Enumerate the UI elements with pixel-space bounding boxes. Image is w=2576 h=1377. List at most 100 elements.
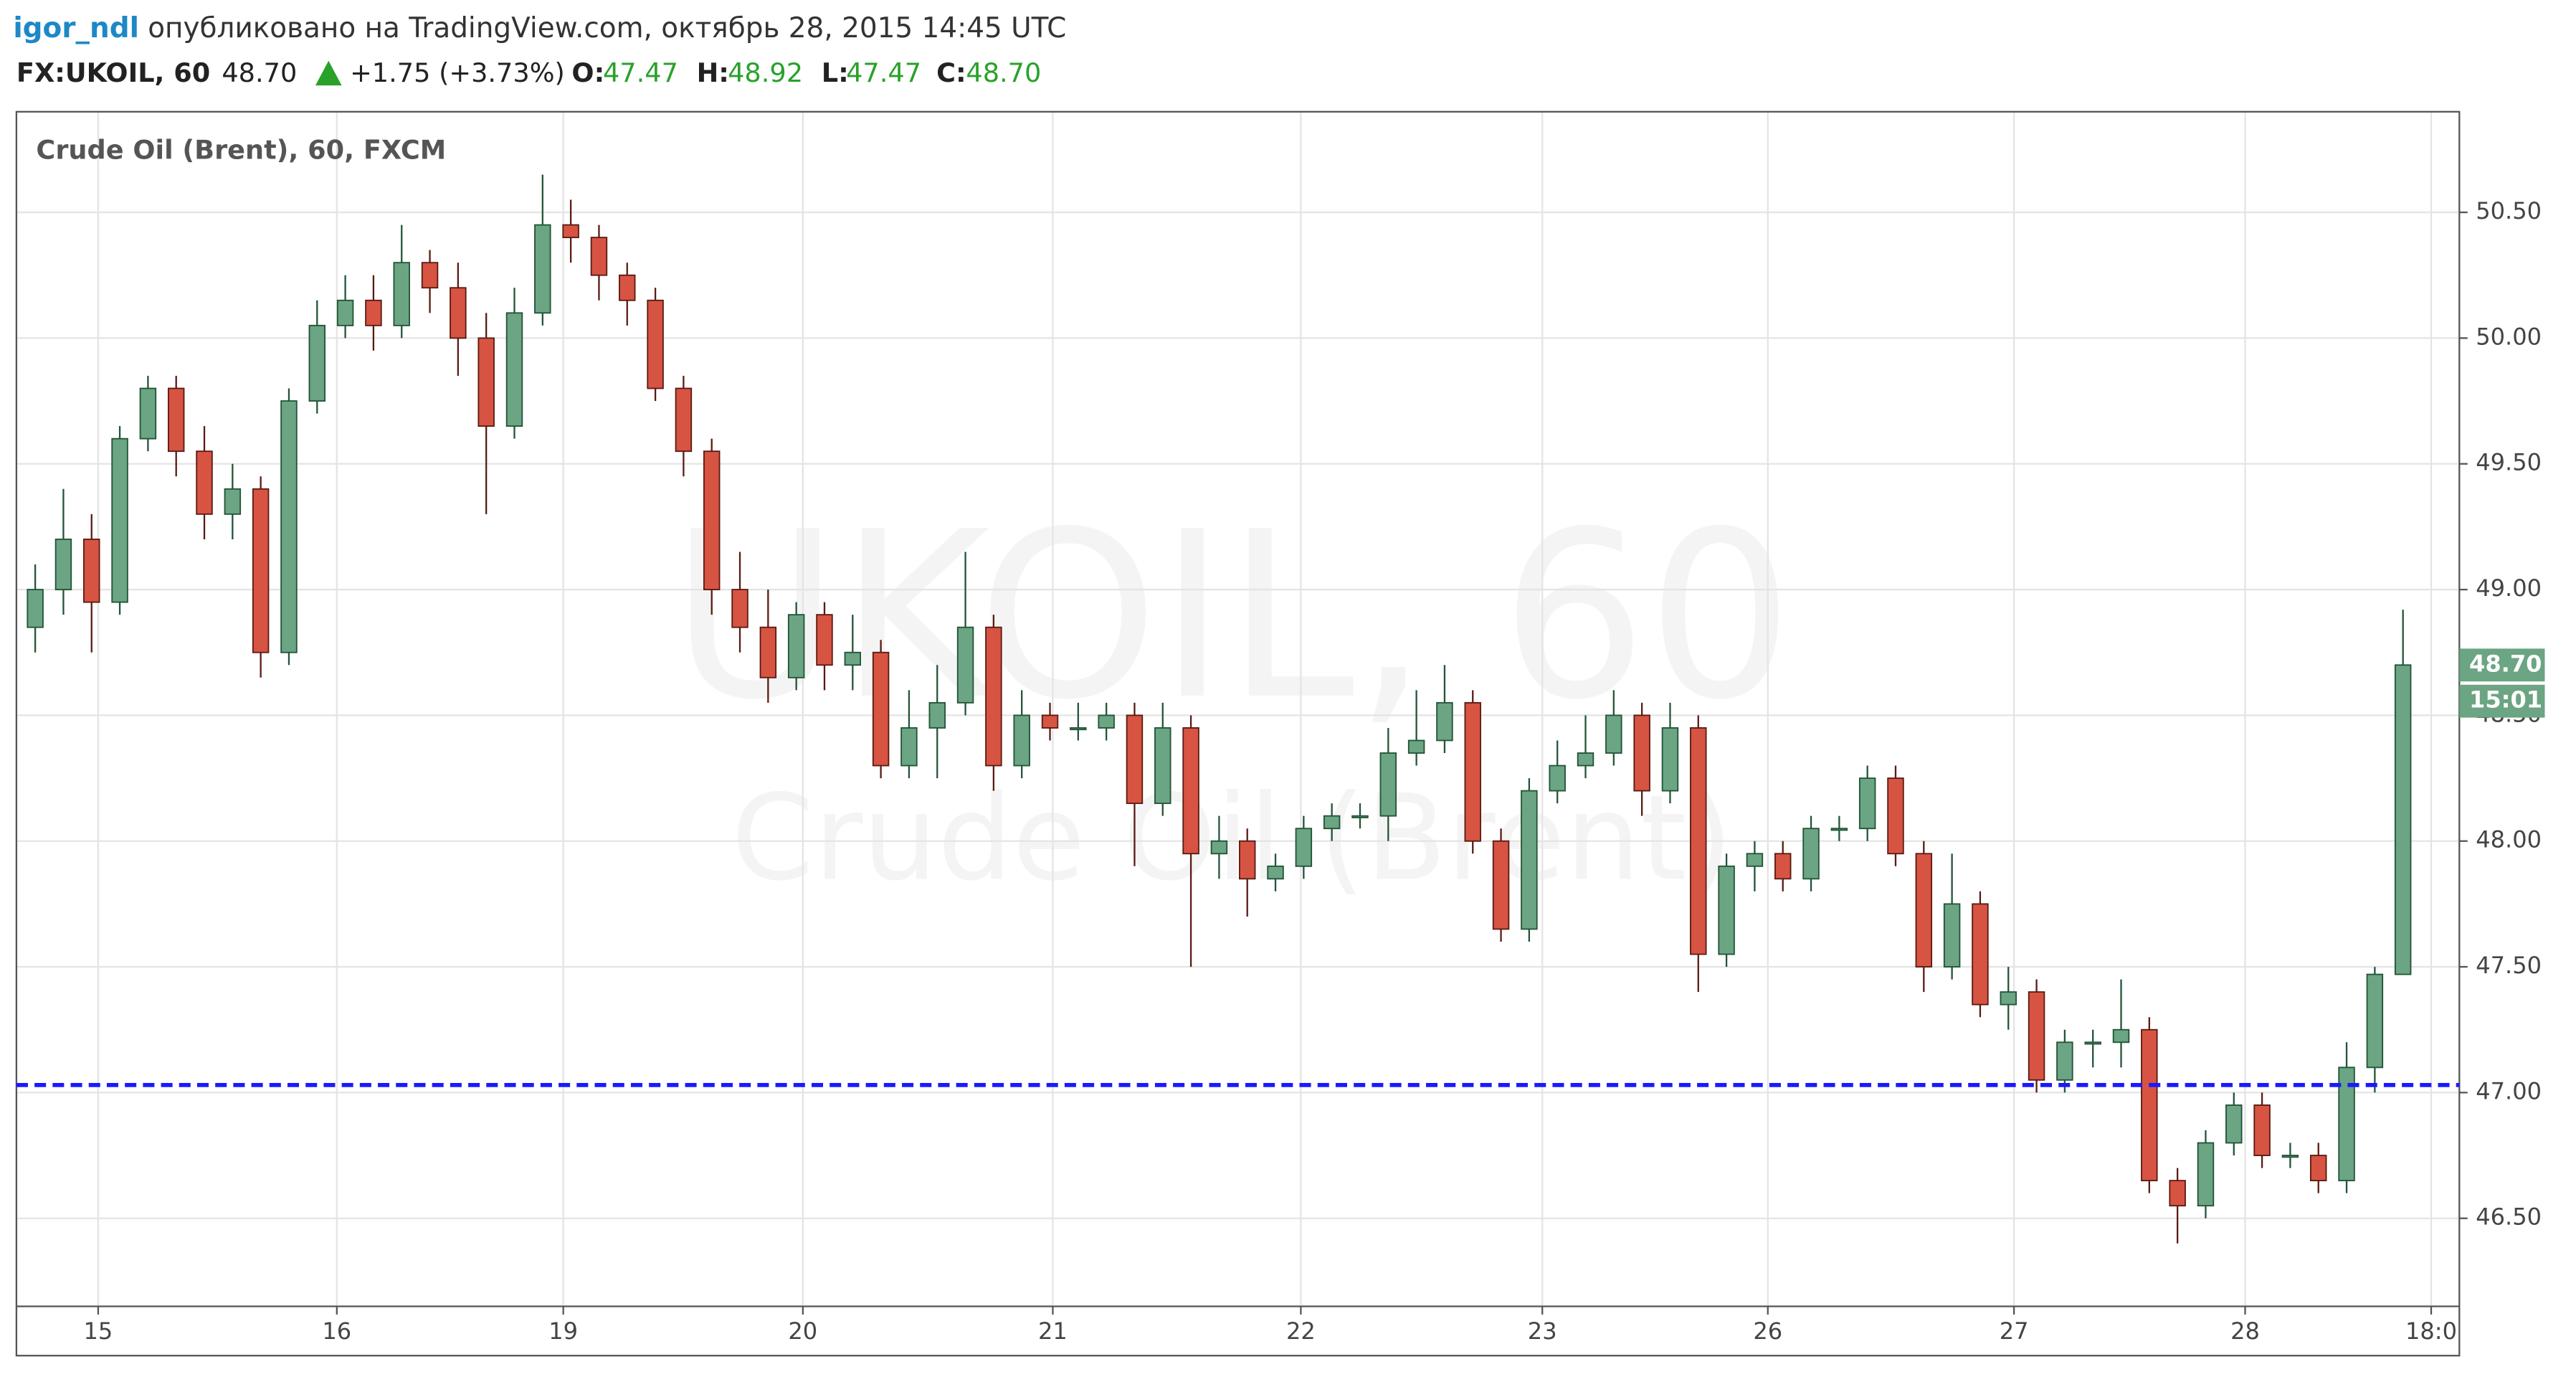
candle-body [2169, 1180, 2186, 1207]
h-label: H: [697, 57, 729, 88]
candle-body [1718, 865, 1735, 955]
candle-body [703, 450, 721, 590]
x-tick-label: 15 [84, 1317, 113, 1345]
candle-body [1605, 714, 1622, 754]
candle-body [1323, 815, 1341, 830]
candle-body [872, 651, 890, 767]
candle-body [27, 589, 44, 628]
candle-body [336, 299, 354, 326]
candle-body [111, 437, 128, 603]
x-tick-label: 28 [2230, 1317, 2260, 1345]
candle-body [2028, 991, 2045, 1081]
candle-body [1549, 765, 1566, 792]
y-tick-label: 46.50 [2476, 1203, 2542, 1231]
candle-body [2084, 1041, 2101, 1045]
x-tick-label: 27 [2000, 1317, 2029, 1345]
candle-body [2366, 973, 2384, 1069]
candle-body [1210, 840, 1228, 855]
y-tick-label: 49.00 [2476, 574, 2542, 602]
x-tick-label: 26 [1753, 1317, 1782, 1345]
header-line: igor_ndl опубликовано на TradingView.com… [13, 12, 1066, 44]
o-value: 47.47 [603, 57, 678, 88]
candle-body [196, 450, 213, 515]
candle-body [1746, 853, 1764, 867]
countdown: 15:01 [2469, 686, 2542, 714]
y-tick-label: 49.50 [2476, 449, 2542, 476]
candle-body [1295, 828, 1313, 867]
candle-body [1238, 840, 1256, 880]
candle-body [2338, 1066, 2355, 1182]
x-tick-label: 16 [322, 1317, 351, 1345]
candle-body [1577, 752, 1594, 767]
candle-body [647, 299, 664, 389]
candle-body [844, 651, 862, 666]
y-tick-label: 47.00 [2476, 1077, 2542, 1104]
candle-body [562, 224, 579, 239]
candle-body [1182, 727, 1199, 855]
candle-body [1492, 840, 1510, 930]
candle-body [1351, 815, 1369, 818]
candle-body [2253, 1104, 2271, 1156]
candle-body [2000, 991, 2017, 1005]
y-tick-label: 48.00 [2476, 826, 2542, 853]
c-value: 48.70 [966, 57, 1041, 88]
candle-body [534, 224, 551, 314]
candle-body [956, 626, 974, 704]
candle-body [280, 400, 298, 653]
candle-body [1154, 727, 1171, 805]
candle-body [1915, 853, 1933, 967]
last-price-label: 48.70 [2469, 650, 2542, 677]
last-price-box [2459, 648, 2545, 682]
y-tick-label: 50.00 [2476, 323, 2542, 350]
x-tick-label: 23 [1528, 1317, 1557, 1345]
candle-body [2309, 1155, 2327, 1182]
x-tick-label: 22 [1286, 1317, 1316, 1345]
candles [27, 174, 2412, 1244]
candle-body [1774, 853, 1792, 880]
candle-body [1407, 739, 1425, 754]
candle-body [1633, 714, 1650, 792]
candle-body [393, 262, 410, 326]
candle-body [590, 237, 608, 276]
candle-body [1013, 714, 1030, 767]
candle-body [1267, 865, 1284, 880]
candle-body [787, 614, 805, 678]
candle-body [1858, 777, 1876, 830]
candle-body [1943, 903, 1961, 967]
published: опубликовано на TradingView.com, октябрь… [148, 12, 1066, 44]
candle-body [1436, 701, 1453, 742]
candle-body [1690, 727, 1707, 955]
candle-body [1802, 828, 1820, 880]
up-arrow [315, 60, 342, 86]
symbol: FX:UKOIL, 60 [16, 57, 210, 88]
candle-body [421, 262, 439, 289]
candle-body [224, 488, 242, 515]
candle-body [1972, 903, 1989, 1005]
c-label: C: [936, 57, 966, 88]
last: 48.70 [222, 57, 297, 88]
candle-body [139, 387, 157, 440]
watermark-sub: Crude Oil (Brent) [731, 769, 1733, 907]
candle-body [2056, 1041, 2073, 1081]
candle-body [167, 387, 185, 453]
x-tick-label: 20 [788, 1317, 817, 1345]
candle-body [928, 701, 946, 729]
candle-body [1661, 727, 1679, 792]
candle-body [365, 299, 382, 326]
countdown-box [2459, 684, 2545, 718]
o-label: O: [571, 57, 604, 88]
candle-body [1098, 714, 1115, 729]
candle-body [619, 274, 636, 301]
h-value: 48.92 [728, 57, 803, 88]
candle-body [1126, 714, 1144, 805]
candle-body [54, 539, 72, 590]
y-tick-label: 50.50 [2476, 197, 2542, 224]
candle-body [450, 287, 467, 339]
candle-body [252, 488, 270, 653]
candle-body [308, 324, 326, 402]
author[interactable]: igor_ndl [13, 12, 139, 44]
candle-body [1521, 790, 1538, 930]
l-label: L: [822, 57, 849, 88]
